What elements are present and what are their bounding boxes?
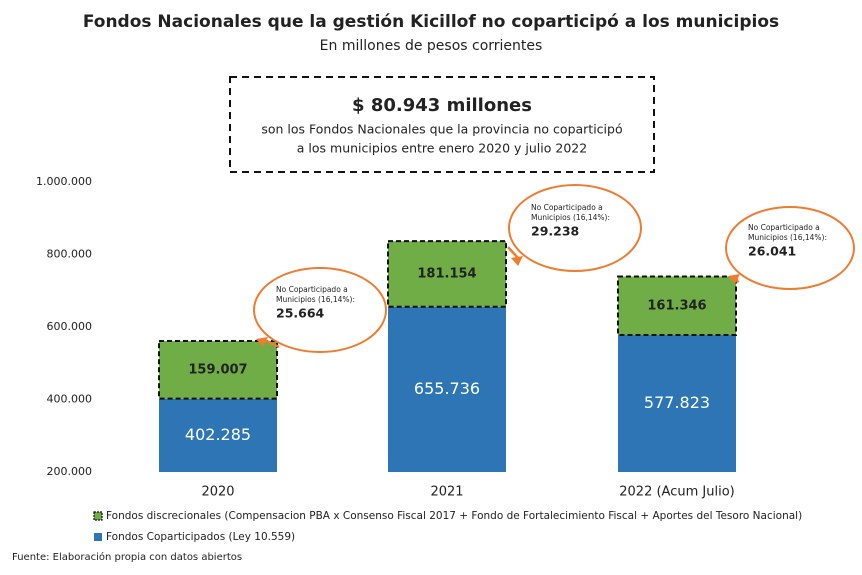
x-tick-label: 2022 (Acum Julio)	[619, 485, 734, 500]
bar-segment	[617, 275, 737, 337]
arrow-head	[728, 274, 740, 284]
source: Fuente: Elaboración propia con datos abi…	[12, 551, 242, 563]
highlight-box	[229, 76, 655, 173]
bar-segment	[158, 340, 278, 400]
bar-segment	[159, 398, 277, 472]
y-tick-label: 1.000.000	[36, 175, 92, 188]
chart-subtitle: En millones de pesos corrientes	[320, 38, 543, 54]
legend-marker	[94, 533, 102, 541]
value-label: 181.154	[417, 266, 476, 281]
legend-label: Fondos discrecionales (Compensacion PBA …	[106, 510, 802, 522]
legend-marker	[93, 511, 103, 521]
bar-segment	[387, 240, 507, 308]
callout-label: Municipios (16,14%):	[276, 295, 355, 304]
value-label: 577.823	[644, 393, 710, 412]
bar-segment	[388, 306, 506, 472]
callout-value: 26.041	[748, 244, 796, 259]
arrow-head	[511, 256, 523, 266]
callout-label: Municipios (16,14%):	[531, 213, 610, 222]
value-label: 161.346	[647, 298, 706, 313]
highlight-text: son los Fondos Nacionales que la provinc…	[261, 122, 622, 137]
bar-segment	[618, 335, 736, 472]
x-tick-label: 2020	[201, 485, 234, 500]
x-tick-label: 2021	[430, 485, 463, 500]
value-label: 655.736	[414, 379, 480, 398]
callout-label: No Coparticipado a	[748, 223, 820, 232]
chart-title: Fondos Nacionales que la gestión Kicillo…	[83, 12, 779, 32]
callout-label: No Coparticipado a	[531, 203, 603, 212]
callout-label: Municipios (16,14%):	[748, 233, 827, 242]
callout-ellipse	[253, 267, 387, 353]
y-tick-label: 400.000	[47, 393, 93, 406]
legend-label: Fondos Coparticipados (Ley 10.559)	[106, 531, 295, 543]
highlight-headline: $ 80.943 millones	[352, 95, 532, 116]
callout-ellipse	[508, 184, 642, 272]
value-label: 159.007	[188, 362, 247, 377]
y-tick-label: 800.000	[47, 248, 93, 261]
callout-ellipse	[725, 206, 855, 290]
arrow-head	[256, 337, 268, 347]
callout-arrow	[263, 338, 280, 349]
highlight-text: a los municipios entre enero 2020 y juli…	[297, 141, 587, 156]
y-tick-label: 200.000	[47, 465, 93, 478]
callout-value: 25.664	[276, 306, 325, 321]
callout-value: 29.238	[531, 224, 579, 239]
value-label: 402.285	[185, 425, 251, 444]
callout-label: No Coparticipado a	[276, 285, 348, 294]
y-tick-label: 600.000	[47, 320, 93, 333]
